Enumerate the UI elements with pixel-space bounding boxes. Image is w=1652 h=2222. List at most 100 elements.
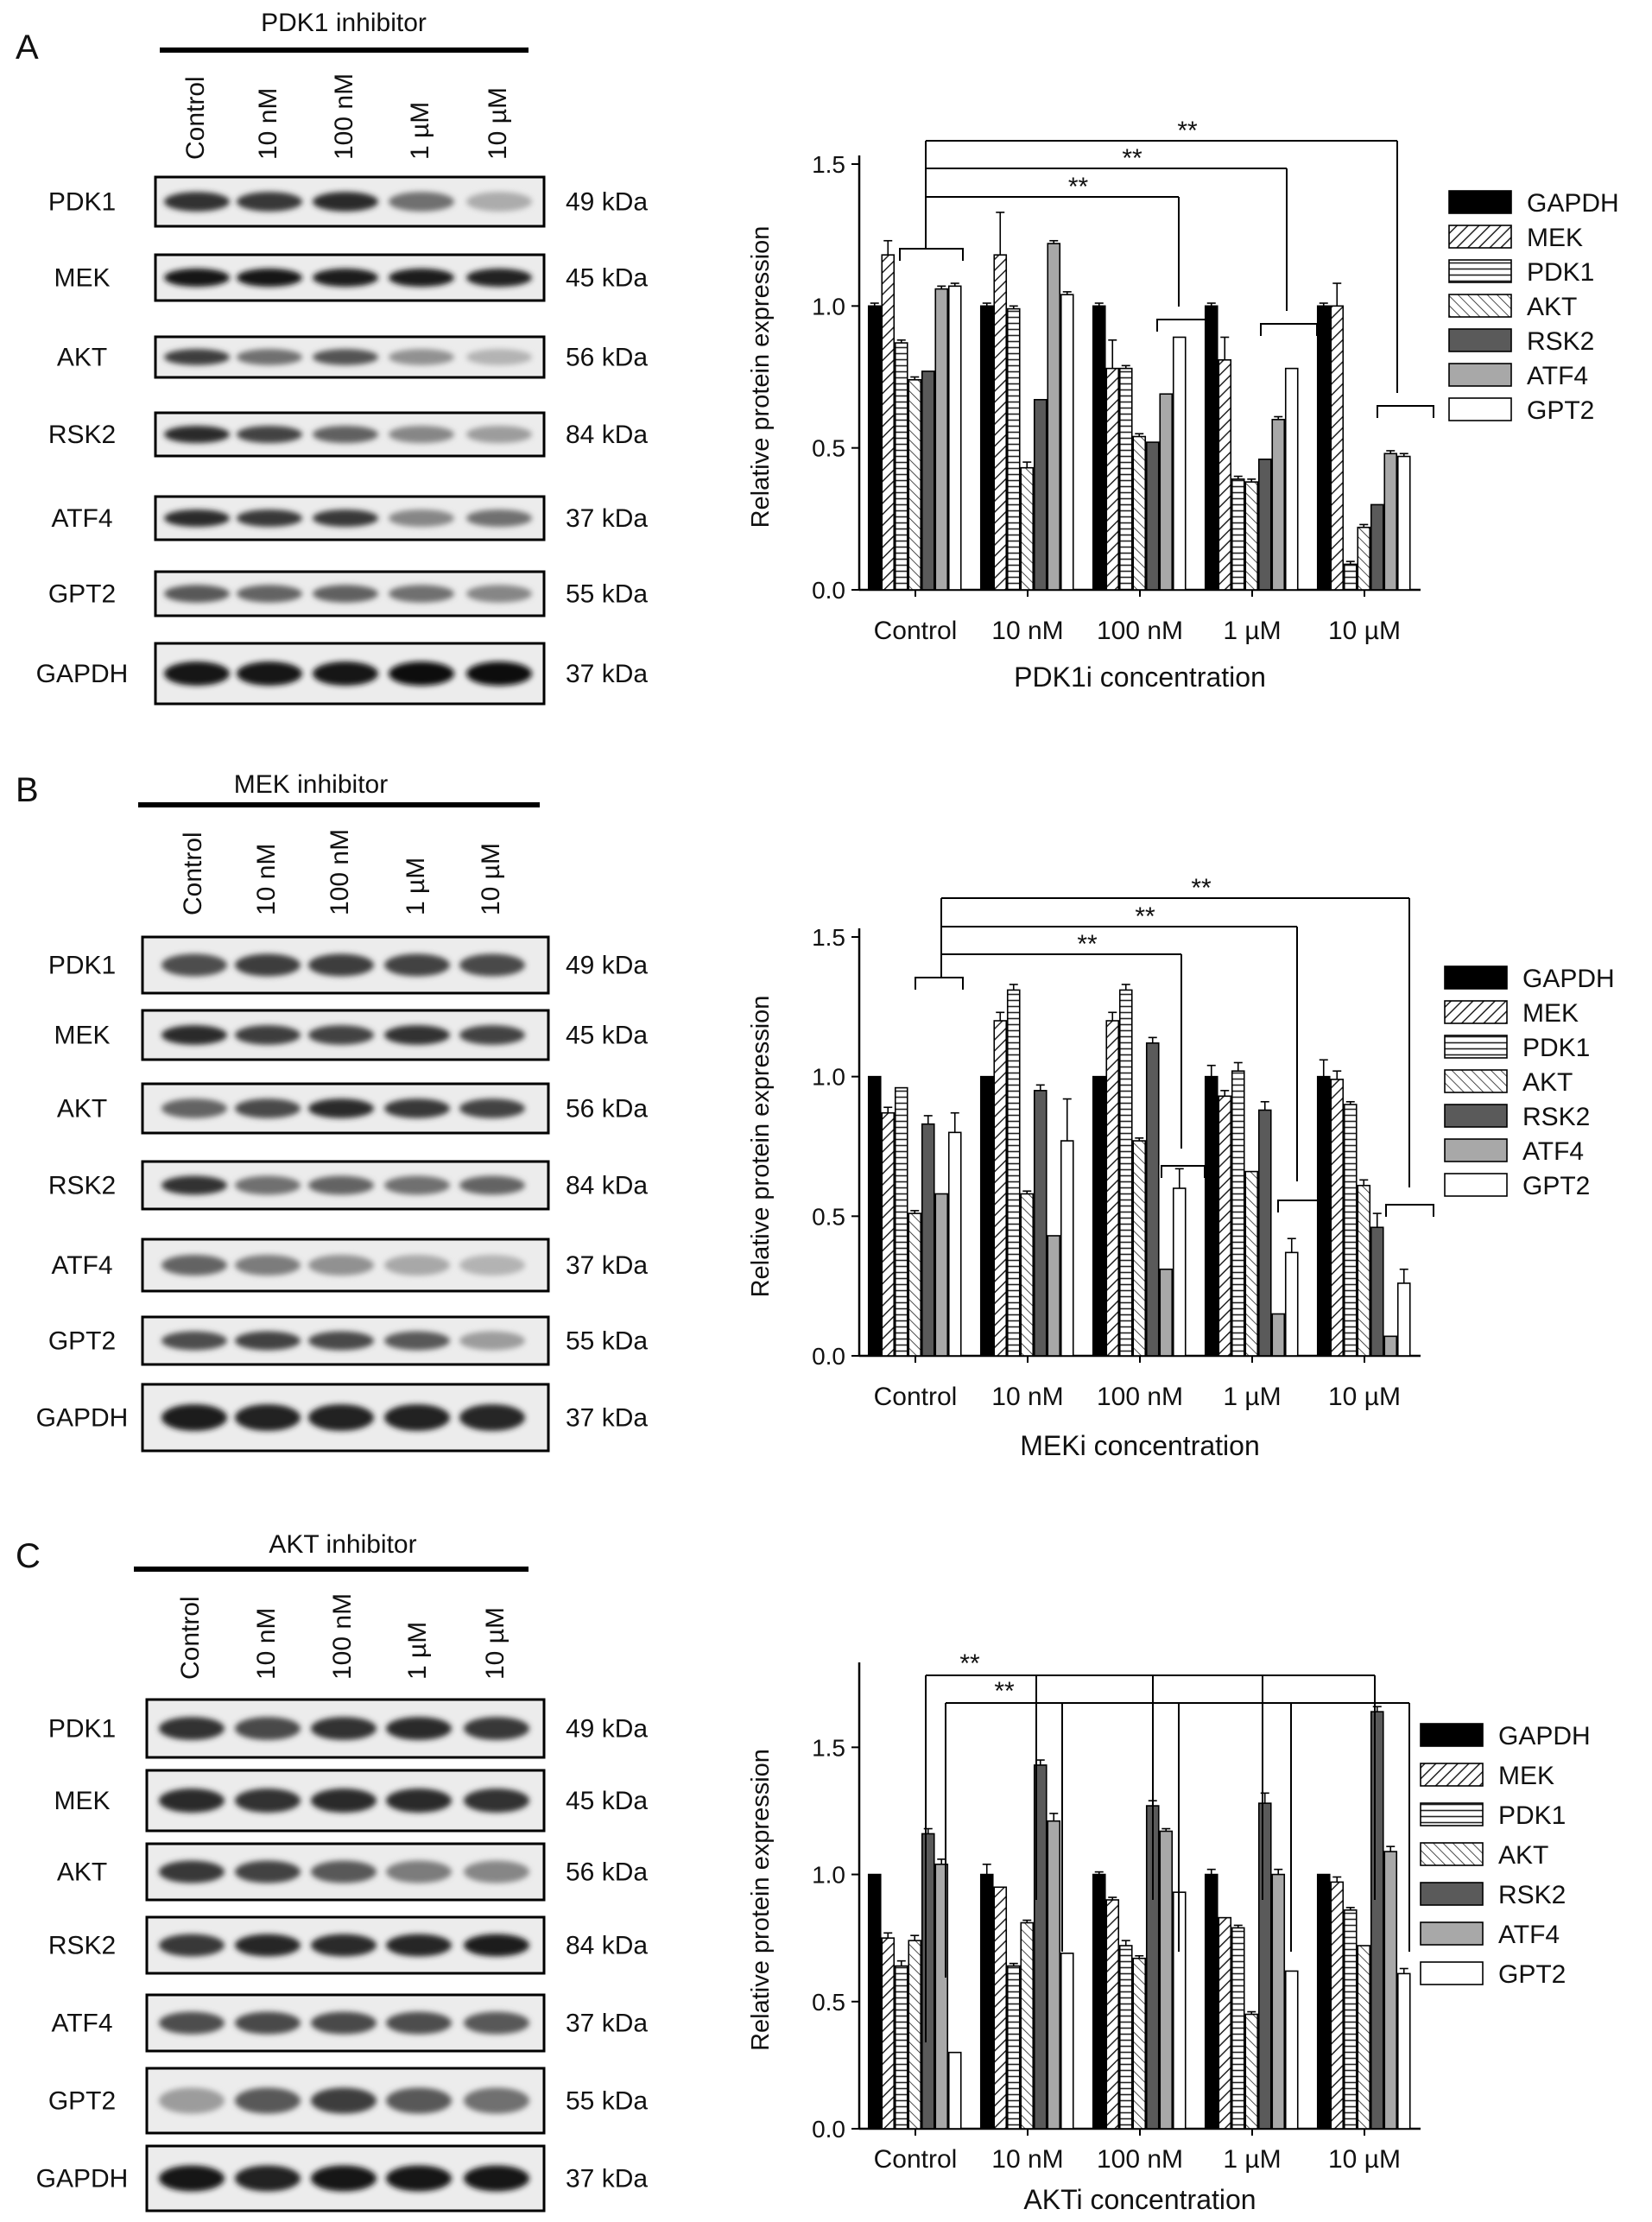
blot-band xyxy=(386,1788,452,1813)
lane-label: 10 nM xyxy=(254,88,282,160)
bar-akt xyxy=(1244,1170,1259,1357)
x-axis-title: PDK1i concentration xyxy=(1014,662,1266,693)
bar-gapdh xyxy=(1092,305,1106,591)
bar-mek xyxy=(881,1111,896,1357)
blot-band xyxy=(459,1098,525,1118)
legend-label: GAPDH xyxy=(1527,189,1619,218)
bar-rsk2 xyxy=(1033,398,1048,591)
legend-label: AKT xyxy=(1522,1068,1573,1097)
blot-band xyxy=(235,1098,301,1118)
bar-mek xyxy=(1330,305,1345,591)
protein-label: MEK xyxy=(54,264,110,293)
panel-c-blot: C AKT inhibitor Control 10 nM 100 nM 1 µM 10 µ… xyxy=(16,1530,648,2213)
bracket-line xyxy=(1385,1204,1434,1217)
chart-b: 0.0 0.5 1.0 1.5 Relative protein expression C… xyxy=(747,874,1615,1461)
y-tick-label: 1.0 xyxy=(812,293,845,320)
blot-band xyxy=(235,1860,301,1883)
bar-gpt2 xyxy=(1284,1970,1299,2130)
blot-band xyxy=(459,1175,525,1195)
blot-band xyxy=(389,426,454,443)
bar-gpt2 xyxy=(1060,1953,1074,2130)
blot-band xyxy=(308,1404,374,1431)
kda-label: 45 kDa xyxy=(566,1022,648,1050)
legend: GAPDH MEK PDK1 AKT RSK2 ATF4 GPT2 xyxy=(1444,965,1615,1200)
bracket-line xyxy=(1161,1165,1206,1178)
blot-row-atf4: ATF4 37 kDa xyxy=(51,1238,648,1293)
blot-row-akt: AKT 56 kDa xyxy=(57,1082,648,1135)
legend-label: MEK xyxy=(1527,224,1583,252)
bar-rsk2 xyxy=(921,370,935,591)
blot-band xyxy=(313,426,378,443)
chart-a: 0.0 0.5 1.0 1.5 Relative protein expression C… xyxy=(747,117,1619,693)
bar-gpt2 xyxy=(1060,1140,1074,1357)
blot-band xyxy=(237,585,302,603)
protein-label: GAPDH xyxy=(36,660,129,688)
protein-label: GAPDH xyxy=(36,2165,129,2194)
significance-brackets xyxy=(915,897,1434,1217)
legend-label: MEK xyxy=(1522,999,1579,1028)
bar-akt xyxy=(1132,1140,1147,1357)
legend-label: GAPDH xyxy=(1522,965,1615,993)
kda-label: 55 kDa xyxy=(566,1327,648,1356)
bar-mek xyxy=(881,1937,896,2130)
kda-label: 49 kDa xyxy=(566,952,648,980)
blot-band xyxy=(159,1934,225,1957)
bar-mek xyxy=(1218,1916,1232,2130)
bar-pdk1 xyxy=(1231,1927,1245,2130)
blot-band xyxy=(386,1717,452,1740)
bar-pdk1 xyxy=(1231,478,1245,591)
significance-stars: ** xyxy=(1177,117,1198,145)
panel-letter: B xyxy=(16,771,39,809)
blot-band xyxy=(389,192,454,212)
bar-gapdh xyxy=(1092,1075,1106,1357)
lane-label: Control xyxy=(179,832,207,915)
blot-band xyxy=(459,1255,525,1276)
kda-label: 37 kDa xyxy=(566,2165,648,2194)
blot-band xyxy=(164,349,230,365)
blot-band xyxy=(459,1404,525,1431)
bar-mek xyxy=(1330,1079,1345,1357)
blot-band xyxy=(384,1331,450,1351)
blot-band xyxy=(237,510,302,527)
kda-label: 45 kDa xyxy=(566,1787,648,1815)
blot-band xyxy=(384,1255,450,1276)
x-tick-label: 1 µM xyxy=(1223,2145,1281,2174)
bar-mek xyxy=(881,254,896,591)
bar-gpt2 xyxy=(1172,336,1187,591)
bar-pdk1 xyxy=(1118,367,1133,591)
bar-rsk2 xyxy=(1257,459,1272,591)
blot-row-akt: AKT 56 kDa xyxy=(57,1842,648,1902)
blot-band xyxy=(459,1331,525,1351)
y-axis-title: Relative protein expression xyxy=(747,1749,775,2051)
blot-band xyxy=(464,2165,529,2192)
x-tick-label: 1 µM xyxy=(1223,1383,1281,1411)
blot-band xyxy=(308,1255,374,1276)
y-tick-label: 0.5 xyxy=(812,1203,845,1230)
legend-label: RSK2 xyxy=(1527,327,1594,356)
bar-mek xyxy=(993,1020,1008,1357)
kda-label: 37 kDa xyxy=(566,1251,648,1280)
protein-label: RSK2 xyxy=(48,421,116,449)
bar-akt xyxy=(908,378,922,591)
chart-c: 0.0 0.5 1.0 1.5 Relative protein expression C… xyxy=(747,1662,1591,2215)
x-tick-label: 100 nM xyxy=(1097,2145,1183,2174)
significance-stars: ** xyxy=(959,1649,980,1678)
panel-letter: C xyxy=(16,1537,41,1575)
legend-label: GAPDH xyxy=(1498,1722,1591,1750)
blot-band xyxy=(386,1934,452,1957)
bar-atf4 xyxy=(1159,1830,1174,2130)
kda-label: 56 kDa xyxy=(566,344,648,372)
blot-band xyxy=(235,2087,301,2114)
blot-band xyxy=(313,192,378,212)
kda-label: 84 kDa xyxy=(566,421,648,449)
legend-label: ATF4 xyxy=(1498,1921,1560,1949)
bar-mek xyxy=(1105,1899,1120,2130)
blot-band xyxy=(237,192,302,212)
kda-label: 84 kDa xyxy=(566,1932,648,1960)
y-tick-label: 1.5 xyxy=(812,151,845,178)
significance-stars: ** xyxy=(1135,902,1155,931)
legend-swatch xyxy=(1420,1802,1484,1826)
bar-gapdh xyxy=(867,1075,882,1357)
blot-band xyxy=(161,1255,227,1276)
